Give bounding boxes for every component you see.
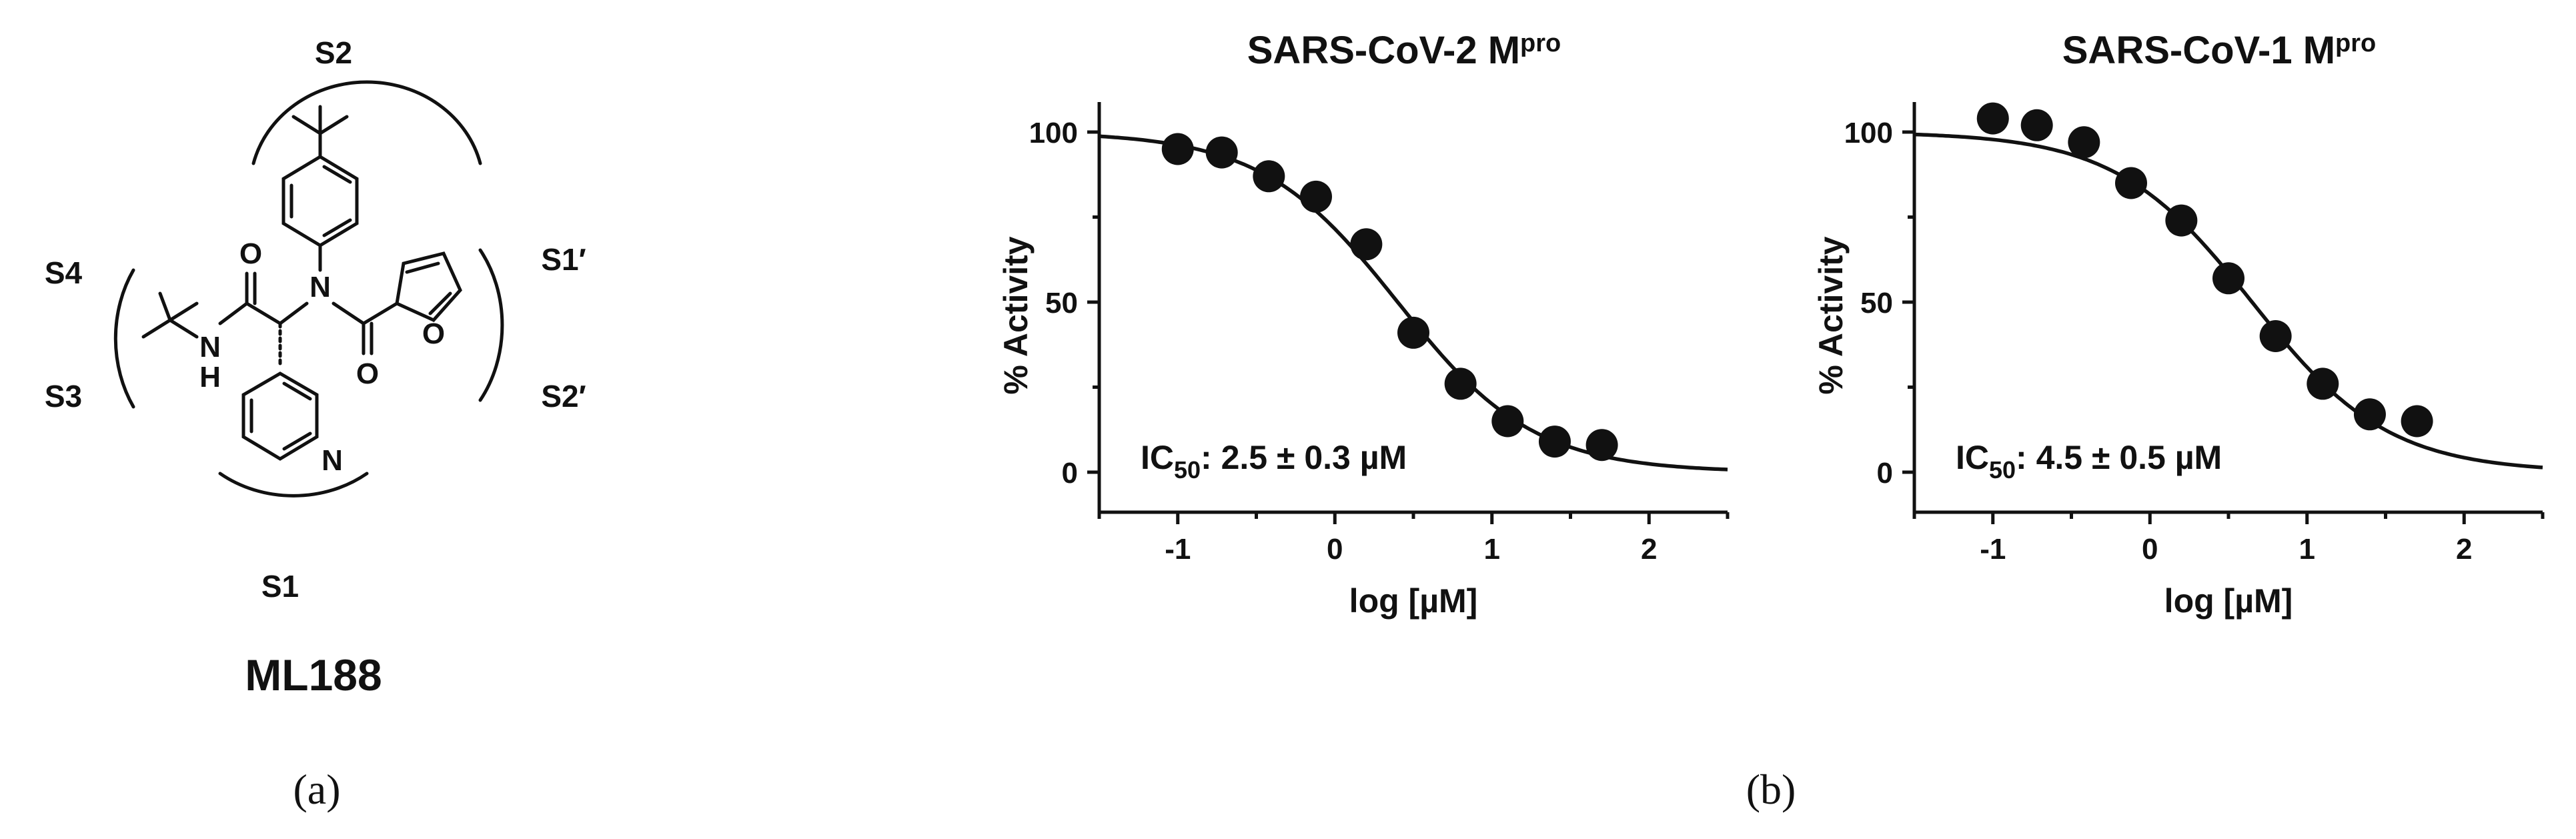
x-axis-label: log [µM]: [1349, 582, 1478, 620]
chart-title-main: SARS-CoV-1 M: [2062, 29, 2335, 72]
x-tick-label: 1: [2299, 533, 2315, 566]
pocket-arc-s4s3: [113, 268, 135, 409]
ic50-subscript: 50: [1989, 456, 2016, 484]
phenyl-ring: [281, 155, 359, 247]
chart-sars-cov-2: SARS-CoV-2 Mpro 0 50 100 -1 0 1 2 log [µM] % Act…: [997, 29, 1730, 620]
chart-title-sup: pro: [2335, 29, 2376, 57]
pocket-label-s2-prime: S2′: [541, 379, 586, 413]
data-point: [2068, 126, 2100, 159]
pocket-label-s3: S3: [45, 379, 82, 413]
chart-title-main: SARS-CoV-2 M: [1247, 29, 1520, 72]
data-point: [1976, 102, 2009, 135]
bond-n-furoyl: [332, 301, 366, 325]
pocket-label-s1-prime: S1′: [541, 242, 586, 277]
data-point: [1491, 405, 1524, 438]
data-point: [2165, 204, 2198, 237]
y-tick-label: 100: [1844, 117, 1893, 149]
atom-o-amide: O: [239, 237, 262, 270]
ic50-label: IC: [1956, 439, 1989, 476]
y-tick-label: 100: [1029, 117, 1078, 149]
pocket-arc-s1: [218, 472, 369, 498]
furan-double-bonds: [405, 261, 452, 315]
ic50-value: : 4.5 ± 0.5 µM: [2016, 439, 2222, 476]
pyridine-ring: [241, 371, 319, 461]
pocket-label-s4: S4: [45, 255, 83, 290]
data-point: [1538, 426, 1571, 458]
fit-curve: [1099, 134, 1728, 472]
bond-furoyl-furan: [362, 301, 399, 325]
pocket-arc-s2: [251, 80, 482, 165]
x-tick-label: 0: [1327, 533, 1343, 566]
ic50-value: : 2.5 ± 0.3 µM: [1201, 439, 1407, 476]
data-point: [2259, 320, 2292, 352]
chart-title: SARS-CoV-1 Mpro: [2062, 29, 2376, 72]
fit-curve: [1914, 132, 2543, 470]
data-point: [1444, 367, 1477, 400]
chart-title-sup: pro: [1520, 29, 1561, 57]
bond-nh-tbutyl: [168, 318, 199, 339]
data-point: [2353, 398, 2386, 431]
pocket-label-s1: S1: [261, 569, 299, 604]
atom-o-furan: O: [422, 317, 445, 350]
bond-amide-carbonyl: [245, 271, 257, 305]
pyridine-double-bonds: [249, 381, 312, 451]
data-point: [1299, 180, 1332, 213]
bond-alpha-amide: [245, 301, 282, 325]
y-tick-label: 50: [1045, 287, 1078, 319]
data-point: [1161, 133, 1194, 165]
data-point: [1585, 429, 1618, 462]
atom-o-furoyl: O: [356, 357, 379, 390]
data-point: [2020, 109, 2053, 141]
panel-a-structure: S2 S4 S3 S1′ S2′ S1 N O N H: [45, 35, 586, 813]
pocket-arc-s1p-s2p: [478, 248, 504, 402]
panel-a-caption: (a): [293, 766, 340, 813]
ic50-label: IC: [1141, 439, 1174, 476]
x-tick-label: 2: [1641, 533, 1657, 566]
ic50-annotation: IC50: 4.5 ± 0.5 µM: [1956, 439, 2222, 484]
x-tick-label: 0: [2142, 533, 2158, 566]
data-point: [1350, 228, 1383, 261]
data-point: [2114, 167, 2147, 199]
panel-b-caption: (b): [1746, 766, 1796, 813]
data-point: [1397, 316, 1429, 349]
tbutyl-top-bonds: [291, 105, 349, 159]
atom-n-pyridine: N: [321, 444, 343, 477]
pocket-label-s2: S2: [315, 35, 352, 70]
x-tick-label: 2: [2456, 533, 2472, 566]
data-point: [2307, 367, 2339, 400]
tbutyl-left-bonds: [141, 291, 199, 339]
bond-furoyl-carbonyl: [362, 321, 374, 355]
y-tick-label: 50: [1860, 287, 1893, 319]
data-point: [2212, 262, 2244, 295]
ml188-molecule: N O N H N O: [141, 105, 462, 477]
x-tick-label: -1: [1165, 533, 1191, 566]
chart-title: SARS-CoV-2 Mpro: [1247, 29, 1561, 72]
bond-n-alpha: [278, 301, 309, 325]
atom-h-amide: H: [199, 361, 221, 393]
y-axis-label: % Activity: [997, 236, 1035, 394]
atom-n-center: N: [309, 271, 331, 303]
y-tick-label: 0: [1062, 457, 1078, 490]
data-point: [2401, 405, 2433, 438]
x-tick-label: -1: [1980, 533, 2006, 566]
chart-sars-cov-1: SARS-CoV-1 Mpro 0 50 100 -1 0 1 2 log [µM] % Act…: [1812, 29, 2545, 620]
ic50-subscript: 50: [1174, 456, 1201, 484]
bond-amide-nh: [218, 301, 249, 325]
ic50-annotation: IC50: 2.5 ± 0.3 µM: [1141, 439, 1407, 484]
data-point: [1205, 136, 1238, 169]
atom-n-amide: N: [199, 331, 221, 363]
y-axis-label: % Activity: [1812, 236, 1850, 394]
x-tick-label: 1: [1484, 533, 1500, 566]
x-axis-label: log [µM]: [2164, 582, 2293, 620]
furan-ring: [395, 251, 462, 323]
phenyl-double-bonds: [289, 165, 352, 237]
compound-name: ML188: [245, 650, 382, 700]
y-tick-label: 0: [1877, 457, 1893, 490]
data-point: [1253, 160, 1285, 193]
